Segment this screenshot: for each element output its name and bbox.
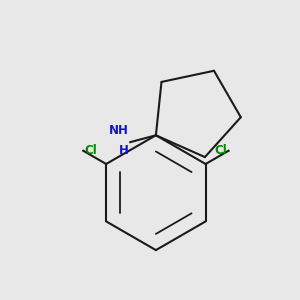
Text: Cl: Cl <box>214 144 227 157</box>
Text: NH: NH <box>109 124 129 137</box>
Text: Cl: Cl <box>85 144 98 157</box>
Text: H: H <box>119 144 129 157</box>
